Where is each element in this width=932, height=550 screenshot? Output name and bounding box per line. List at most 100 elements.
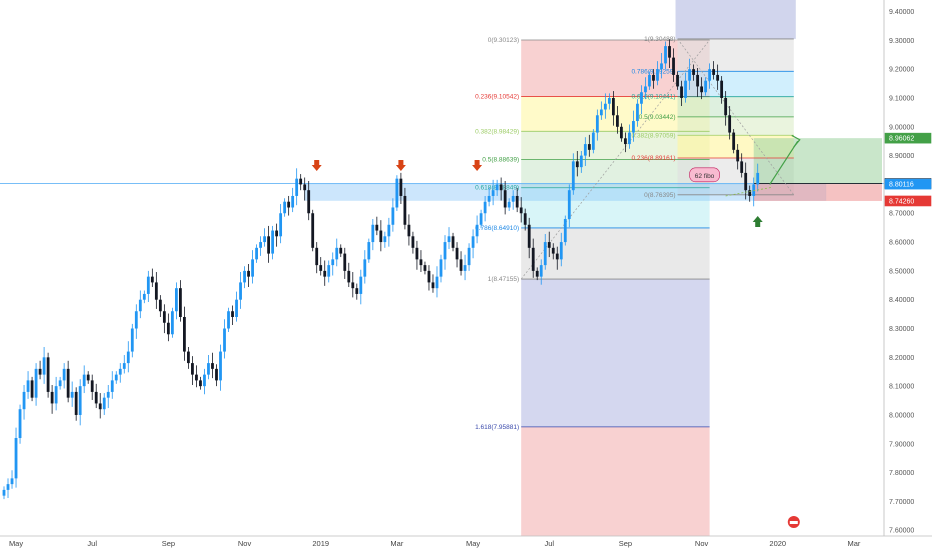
candle-body-29 — [118, 368, 122, 375]
candle-body-64 — [259, 242, 262, 248]
candle-body-77 — [311, 213, 315, 248]
candle-body-152 — [611, 97, 615, 116]
candle-body-80 — [323, 270, 327, 277]
candle-body-81 — [327, 265, 331, 277]
projection-arrowhead — [791, 134, 801, 148]
y-tick-label-12: 8.20000 — [889, 355, 914, 362]
candle-body-94 — [379, 230, 383, 243]
candle-body-166 — [668, 46, 671, 58]
y-tick-label-7: 8.70000 — [889, 211, 914, 218]
x-tick-label-10: 2020 — [769, 539, 786, 548]
candle-body-40 — [162, 311, 166, 323]
y-tick-label-1: 9.30000 — [889, 38, 914, 45]
candle-body-95 — [383, 236, 387, 243]
candle-body-149 — [599, 109, 603, 116]
candle-body-49 — [199, 380, 202, 387]
candle-body-21 — [86, 374, 90, 381]
candle-body-107 — [431, 282, 435, 289]
resistance-zone — [304, 184, 827, 201]
candle-body-133 — [535, 270, 539, 277]
candle-body-51 — [207, 363, 210, 375]
candle-body-179 — [720, 80, 724, 98]
x-tick-label-0: May — [9, 539, 23, 548]
candle-body-175 — [704, 80, 707, 93]
candle-body-151 — [607, 97, 611, 104]
candle-body-99 — [399, 178, 403, 196]
candle-body-186 — [748, 190, 752, 196]
fib2-label-0: 1(9.30488) — [644, 36, 675, 43]
price-label-0: 8.96062 — [889, 136, 914, 143]
candle-body-35 — [142, 293, 146, 300]
y-tick-label-2: 9.20000 — [889, 67, 914, 74]
candle-body-146 — [587, 144, 591, 150]
candle-body-24 — [98, 403, 102, 410]
candle-body-150 — [603, 103, 607, 110]
fib2-zone-2 — [677, 96, 794, 117]
candle-body-38 — [154, 282, 158, 300]
candle-body-130 — [523, 213, 527, 225]
candle-body-74 — [299, 178, 303, 185]
candle-body-162 — [652, 74, 655, 81]
y-tick-label-16: 7.80000 — [889, 470, 914, 477]
x-tick-label-7: Jul — [544, 539, 554, 548]
candle-body-6 — [26, 380, 30, 392]
candle-body-68 — [275, 230, 279, 237]
candle-body-75 — [303, 184, 307, 191]
candle-body-187 — [752, 184, 756, 196]
candle-body-160 — [644, 86, 647, 93]
annotation-bubble — [689, 167, 720, 183]
candle-body-132 — [531, 247, 535, 271]
candle-body-98 — [395, 178, 399, 208]
candle-body-89 — [359, 276, 363, 294]
candle-body-123 — [495, 184, 499, 191]
candle-body-44 — [179, 288, 182, 317]
candle-body-9 — [38, 368, 42, 375]
candle-body-106 — [427, 270, 431, 283]
candle-body-54 — [219, 351, 222, 381]
candle-body-78 — [315, 247, 319, 266]
candle-body-34 — [138, 299, 142, 312]
down-arrow-0 — [311, 160, 322, 171]
candle-body-147 — [591, 132, 595, 150]
position-target-zone — [753, 138, 882, 185]
candle-body-88 — [355, 288, 359, 294]
candle-body-57 — [231, 311, 234, 317]
x-tick-label-1: Jul — [87, 539, 97, 548]
y-tick-label-18: 7.60000 — [889, 528, 914, 535]
y-tick-label-3: 9.10000 — [889, 95, 914, 102]
candle-body-86 — [347, 270, 351, 283]
candle-body-135 — [543, 242, 547, 266]
candle-body-173 — [696, 74, 699, 87]
candle-body-138 — [555, 253, 559, 260]
y-tick-label-11: 8.30000 — [889, 326, 914, 333]
x-tick-label-2: Sep — [162, 539, 175, 548]
candle-body-178 — [716, 74, 720, 81]
overlay-layer: 62 fibo — [311, 134, 801, 528]
candle-body-8 — [34, 368, 38, 398]
candle-body-115 — [463, 265, 467, 271]
candle-body-50 — [203, 374, 206, 387]
candle-body-70 — [283, 201, 287, 214]
candle-body-19 — [78, 386, 82, 415]
candle-body-140 — [563, 219, 567, 243]
candle-body-101 — [407, 224, 411, 237]
candle-body-131 — [527, 224, 531, 248]
candle-body-156 — [628, 132, 631, 145]
candle-body-59 — [239, 282, 242, 300]
candle-body-12 — [50, 391, 54, 404]
x-tick-label-9: Nov — [695, 539, 709, 548]
price-label-bg-0 — [884, 132, 932, 144]
candle-body-167 — [672, 57, 675, 75]
candle-body-109 — [439, 259, 443, 277]
fib2-zone-0 — [677, 38, 794, 72]
candle-body-31 — [126, 351, 130, 364]
candle-body-143 — [575, 161, 579, 168]
price-label-3: 8.74260 — [889, 198, 914, 205]
fib1-label-6: 1(8.47155) — [488, 276, 519, 283]
candle-body-168 — [676, 74, 679, 87]
candle-body-72 — [291, 195, 295, 208]
candle-body-153 — [615, 115, 619, 127]
